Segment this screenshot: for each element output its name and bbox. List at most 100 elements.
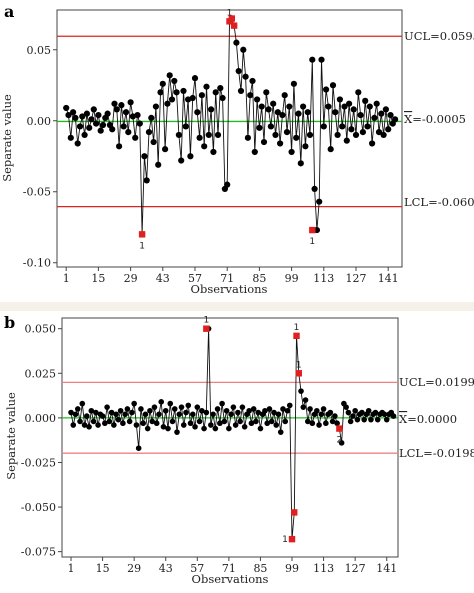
panel-b-y-tick-label: 0.050 — [25, 323, 57, 336]
panel-b-series — [68, 325, 397, 542]
panel-a-data-point — [346, 100, 353, 107]
panel-a-data-point — [122, 109, 130, 116]
panel-b-data-point — [323, 420, 329, 427]
panel-b-data-point — [93, 409, 99, 416]
panel-a-data-point — [339, 123, 346, 130]
panel-a-data-point — [164, 100, 171, 107]
panel-a-data-point — [251, 148, 258, 156]
panel-b-data-point — [221, 418, 228, 425]
panel-b-data-point — [208, 422, 214, 428]
panel-a-data-point — [145, 129, 153, 136]
panel-a-data-point — [369, 140, 376, 147]
panel-b-data-point — [262, 407, 268, 414]
panel-b-data-point — [79, 400, 86, 407]
panel-b-data-point — [361, 416, 367, 423]
panel-b-y-tick-label: -0.025 — [21, 456, 56, 469]
panel-b-x-tick-label: 29 — [127, 562, 141, 575]
panel-a-data-point — [320, 123, 327, 130]
panel-a-data-point — [279, 111, 286, 119]
panel-b-data-point — [113, 411, 119, 418]
panel-a-data-point — [362, 97, 369, 104]
panel-b-x-tick-label: 57 — [190, 562, 204, 575]
panel-b-y-tick-label: 0.000 — [25, 412, 57, 425]
panel-a-flag-label: 1 — [227, 8, 233, 18]
panel-a-flagged-points: 1 1 1 — [138, 8, 316, 251]
panel-a-data-point — [70, 109, 77, 116]
panel-a-data-point — [203, 83, 210, 90]
panel-a-data-point — [366, 103, 373, 110]
panel-a-x-tick-label: 99 — [285, 272, 299, 285]
panel-a-data-point — [293, 134, 300, 141]
panel-a-data-point — [302, 143, 309, 150]
panel-a-data-point — [212, 89, 219, 96]
panel-b-data-point — [365, 407, 372, 414]
panel-a-data-point — [88, 116, 95, 123]
panel-b-data-point — [338, 440, 345, 446]
panel-a-data-point — [286, 103, 293, 110]
panel-b-data-point — [219, 400, 225, 407]
panel-b-flagged-point — [291, 509, 298, 516]
panel-b-data-point — [108, 409, 115, 416]
panel-b-data-point — [120, 420, 126, 427]
panel-b-data-point — [156, 411, 162, 418]
panel-a-x-tick-label: 85 — [252, 272, 266, 285]
panel-a-data-point — [116, 143, 123, 150]
panel-b-center-value: =0.0000 — [407, 412, 457, 426]
panel-a-data-point — [348, 126, 355, 133]
panel-a-data-point — [260, 138, 268, 146]
panel-a-data-point — [325, 103, 332, 110]
panel-b-data-point — [320, 406, 327, 412]
panel-a-data-point — [247, 92, 254, 99]
panel-a-data-point — [254, 96, 261, 103]
panel-b-data-point — [104, 404, 110, 410]
panel-a-data-point — [352, 131, 360, 139]
panel-b-data-point — [226, 425, 232, 432]
panel-b-data-point — [99, 413, 106, 419]
panel-a-y-axis-title: Separate value — [0, 94, 14, 182]
panel-b-data-point — [165, 425, 171, 432]
panel-a-data-point — [341, 103, 348, 110]
panel-a-data-point — [152, 103, 159, 110]
panel-a-data-point — [233, 39, 240, 46]
panel-a-center-label: X=-0.0005 — [404, 112, 466, 126]
panel-b-data-point — [167, 400, 174, 407]
panel-a-data-point — [304, 109, 311, 116]
panel-a-data-point — [150, 138, 157, 146]
panel-b-data-point — [214, 406, 221, 412]
panel-a-data-point — [210, 148, 217, 156]
panel-b-data-point — [84, 413, 90, 419]
panel-b-data-point — [241, 423, 248, 430]
panel-b-y-tick-label: -0.050 — [21, 501, 56, 514]
panel-b-data-point — [201, 425, 207, 432]
panel-b-data-point — [196, 418, 203, 425]
panel-b-x-tick-label: 71 — [222, 562, 236, 575]
panel-a-data-point — [359, 129, 366, 136]
panel-b-center-label: X=0.0000 — [399, 412, 457, 426]
panel-a-data-point — [373, 100, 380, 107]
panel-b-x-tick-label: 99 — [285, 562, 299, 575]
panel-a-data-point — [74, 140, 81, 147]
panel-b-data-point — [124, 406, 131, 412]
panel-a-data-point — [120, 123, 127, 130]
panel-a-x-tick-label: 29 — [124, 272, 138, 285]
panel-a-data-point — [201, 143, 208, 150]
panel-b-data-point — [185, 402, 192, 409]
panel-a-data-point — [242, 73, 249, 80]
panel-a-data-point — [258, 103, 265, 110]
panel-a-x-tick-label: 71 — [220, 272, 234, 285]
panel-a-data-point — [380, 131, 387, 139]
panel-b-data-point — [316, 422, 322, 428]
panel-b-data-point — [223, 407, 230, 414]
panel-a-data-point — [93, 120, 100, 127]
panel-a-data-point — [104, 110, 111, 117]
panel-b-data-point — [111, 422, 117, 428]
panel-b-data-point — [266, 406, 273, 412]
panel-a-flagged-point — [228, 15, 235, 22]
panel-b-data-point — [300, 404, 307, 410]
panel-b-data-point — [232, 422, 239, 428]
panel-b-data-point — [298, 388, 304, 394]
panel-b-data-point — [131, 400, 137, 407]
panel-a-data-point — [327, 146, 334, 153]
panel-a-data-point — [168, 96, 176, 103]
panel-a-data-point — [132, 134, 139, 141]
